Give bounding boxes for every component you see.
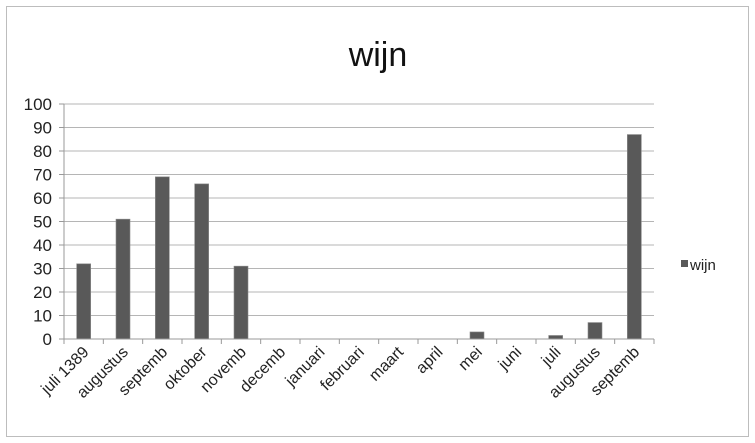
gridlines xyxy=(64,103,654,316)
y-tick-label: 60 xyxy=(33,189,52,208)
bar-2 xyxy=(155,176,170,340)
y-tick-label: 0 xyxy=(43,330,52,349)
bar-14 xyxy=(627,134,642,340)
y-tick-label: 20 xyxy=(33,283,52,302)
bar-4 xyxy=(233,265,249,340)
y-tick-label: 10 xyxy=(33,307,52,326)
x-tick-label: juli xyxy=(538,344,565,371)
y-axis: 0 10 20 30 40 50 60 70 80 90 100 xyxy=(24,95,65,349)
y-tick-label: 70 xyxy=(33,166,52,185)
legend: wijn xyxy=(681,257,716,274)
bar-1 xyxy=(115,218,131,340)
y-tick-label: 50 xyxy=(33,213,52,232)
bar-0 xyxy=(76,263,91,340)
chart-title: wijn xyxy=(348,36,408,74)
x-tick-label: mei xyxy=(456,344,486,374)
legend-swatch-wijn xyxy=(681,260,688,267)
x-tick-label: april xyxy=(413,344,446,377)
bars xyxy=(76,134,642,340)
bar-12 xyxy=(548,335,563,340)
y-tick-label: 40 xyxy=(33,236,52,255)
bar-13 xyxy=(587,322,603,340)
bar-10 xyxy=(469,331,485,340)
y-tick-label: 90 xyxy=(33,119,52,138)
bar-3 xyxy=(194,183,209,340)
y-tick-label: 80 xyxy=(33,142,52,161)
x-axis: juli 1389augustusseptemboktobernovembdec… xyxy=(38,338,655,402)
x-tick-label: maart xyxy=(366,343,407,384)
x-tick-label: juni xyxy=(495,344,525,374)
y-tick-label: 100 xyxy=(24,95,52,114)
legend-label-wijn: wijn xyxy=(689,257,716,274)
x-tick-label: februari xyxy=(317,344,367,394)
y-tick-label: 30 xyxy=(33,260,52,279)
